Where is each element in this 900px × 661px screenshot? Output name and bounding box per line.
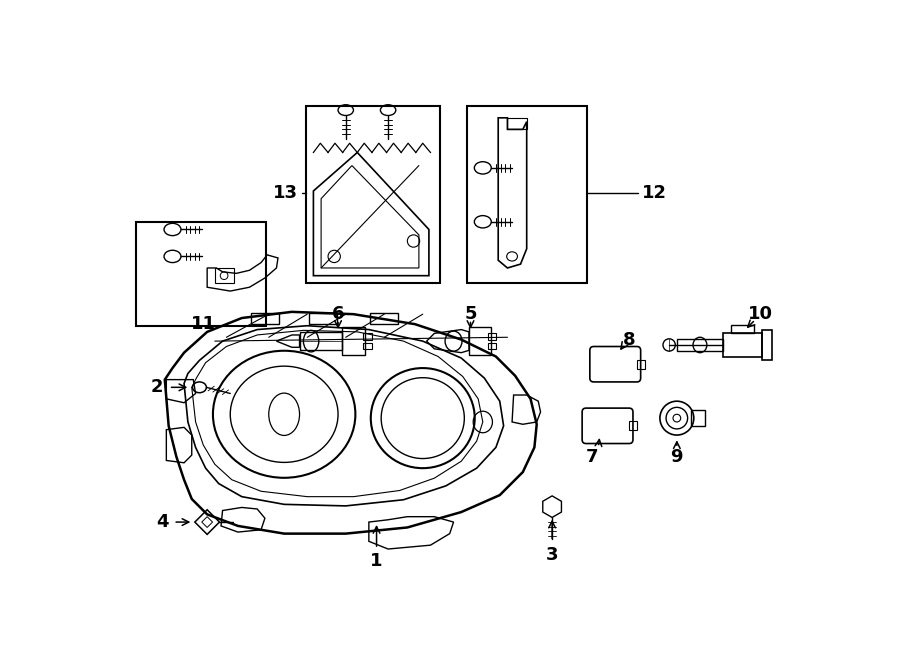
Text: 3: 3 xyxy=(546,546,558,564)
Bar xyxy=(309,313,337,324)
Bar xyxy=(690,410,705,426)
Text: 13: 13 xyxy=(273,184,298,202)
Bar xyxy=(469,327,491,355)
Bar xyxy=(342,327,365,355)
Bar xyxy=(761,330,772,360)
Text: 7: 7 xyxy=(586,447,598,465)
Bar xyxy=(723,332,761,358)
Bar xyxy=(488,333,496,340)
Text: 2: 2 xyxy=(151,378,164,397)
Bar xyxy=(488,342,496,349)
Bar xyxy=(731,325,754,332)
Bar xyxy=(306,106,440,284)
Text: 8: 8 xyxy=(623,330,635,348)
Text: 12: 12 xyxy=(643,184,667,202)
Bar xyxy=(629,421,637,430)
Bar xyxy=(371,313,398,324)
Bar xyxy=(300,332,342,350)
Text: 1: 1 xyxy=(370,551,382,570)
Bar xyxy=(508,118,526,130)
Bar xyxy=(467,106,587,284)
Bar xyxy=(363,342,372,349)
Text: 4: 4 xyxy=(157,513,168,531)
Bar xyxy=(215,268,234,284)
Bar xyxy=(251,313,279,324)
Bar xyxy=(363,333,372,340)
Text: 5: 5 xyxy=(464,305,477,323)
Text: 9: 9 xyxy=(670,447,683,465)
Text: 11: 11 xyxy=(191,315,216,333)
Bar xyxy=(637,360,644,369)
Text: 10: 10 xyxy=(748,305,772,323)
Text: 6: 6 xyxy=(332,305,345,323)
Bar xyxy=(677,339,723,351)
Bar xyxy=(136,222,266,326)
